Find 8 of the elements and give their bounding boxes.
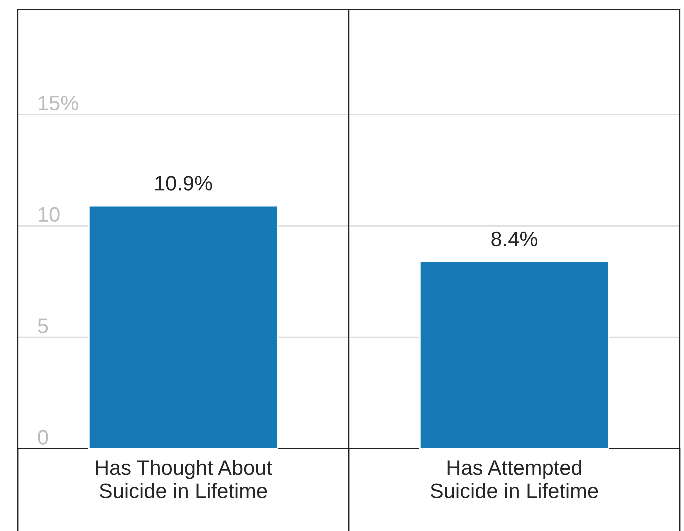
- x-tick-label: Has Thought About Suicide in Lifetime: [96, 460, 272, 498]
- data-label: 10.9%: [156, 176, 212, 191]
- y-tick-label: 15%: [39, 96, 78, 111]
- y-tick-label: 0: [38, 430, 48, 445]
- x-tick-label: Has Attempted Suicide in Lifetime: [430, 460, 598, 498]
- y-tick-label: 10: [39, 207, 60, 222]
- data-label: 8.4%: [492, 232, 538, 247]
- y-tick-label: 5: [38, 318, 48, 334]
